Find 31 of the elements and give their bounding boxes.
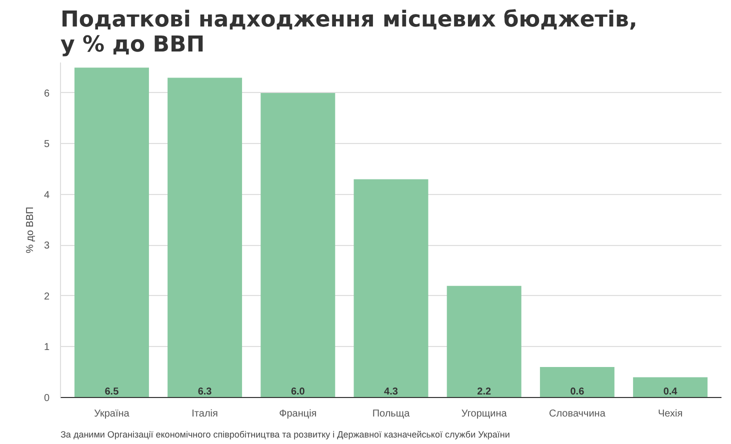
x-tick-label: Італія: [192, 408, 218, 420]
data-label: 2.2: [477, 386, 492, 398]
text: За даними Організації економічного співробітництва та розвитку і Державної казначейської служби України: [60, 430, 510, 440]
chart-title: Податкові надходження місцевих бюджетів, у % до ВВП: [60, 8, 638, 58]
bar: [168, 78, 242, 398]
y-tick-label: 5: [44, 139, 50, 150]
bar: [354, 179, 428, 398]
x-tick-label: Угорщина: [461, 408, 508, 420]
data-label: 6.5: [104, 386, 120, 398]
bar: [260, 92, 336, 398]
y-tick-label: 6: [44, 88, 50, 100]
x-tick-label: Україна: [94, 408, 130, 420]
y-tick-label: 1: [44, 342, 50, 354]
bar: [633, 377, 708, 398]
y-axis-title: % до ВВП: [24, 206, 36, 254]
x-tick-label: Словаччина: [549, 408, 606, 420]
bar: [74, 68, 149, 398]
data-label: 0.6: [570, 386, 585, 398]
bar: [446, 286, 522, 398]
data-label: 0.4: [663, 386, 678, 398]
bar: [540, 367, 614, 398]
y-tick-label: 4: [44, 190, 50, 201]
x-tick-label: Франція: [279, 408, 317, 420]
x-tick-label: Чехія: [658, 408, 683, 420]
x-tick-label: Польща: [372, 408, 410, 420]
y-tick-label: 2: [44, 291, 50, 302]
data-label: 4.3: [384, 386, 398, 398]
y-tick-label: 0: [44, 393, 50, 404]
data-label: 6.0: [290, 386, 306, 398]
data-label: 6.3: [198, 386, 212, 398]
y-tick-label: 3: [44, 240, 50, 252]
